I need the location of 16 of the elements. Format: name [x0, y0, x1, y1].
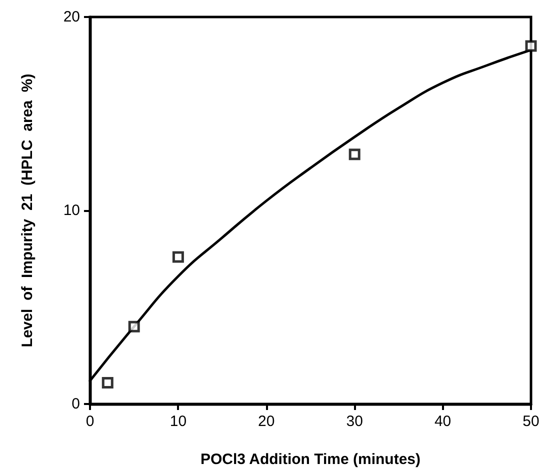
y-tick-label: 20: [63, 8, 80, 26]
y-tick-label: 0: [72, 396, 80, 412]
x-tick-label: 40: [434, 413, 452, 430]
x-tick-label: 0: [86, 413, 94, 430]
x-axis-title: POCl3 Addition Time (minutes): [200, 451, 421, 468]
point: [348, 148, 360, 160]
y-axis-title: Level of Impurity 21 (HPLC area %): [19, 74, 36, 348]
x-tick-label: 50: [522, 413, 540, 430]
x-tick-label: 10: [170, 413, 187, 430]
x-tick-label: 20: [258, 413, 275, 430]
point: [525, 40, 537, 52]
x-tick-label: 30: [346, 413, 363, 430]
y-tick-label: 10: [63, 202, 80, 219]
point: [172, 251, 184, 263]
point: [128, 320, 140, 332]
point: [102, 376, 114, 388]
